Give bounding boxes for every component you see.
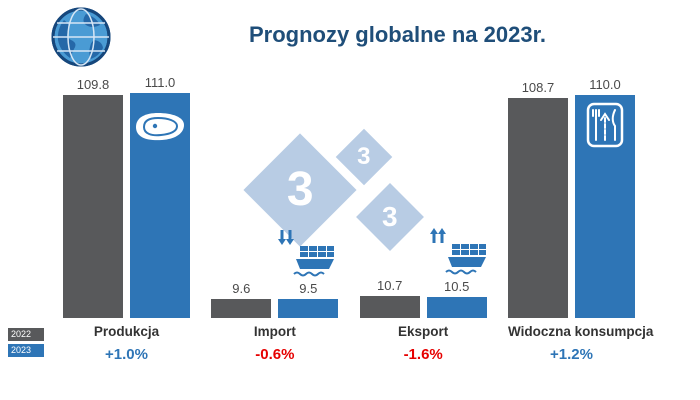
legend-item-2023: 2023 — [8, 344, 44, 357]
category-label-widoczna-konsumpcja: Widoczna konsumpcja — [507, 324, 654, 339]
value-label-2022-import: 9.6 — [232, 281, 251, 296]
steak-meat-icon — [136, 113, 184, 141]
value-label-2023-eksport: 10.5 — [444, 279, 470, 294]
value-label-2023-produkcja: 111.0 — [144, 75, 176, 90]
category-label-import: Import — [253, 324, 296, 339]
value-label-2023-widoczna-konsumpcja: 110.0 — [589, 77, 621, 92]
category-label-eksport: Eksport — [398, 324, 449, 339]
bar-2022-widoczna-konsumpcja — [507, 98, 568, 318]
value-label-2023-import: 9.5 — [299, 281, 318, 296]
bar-2023-eksport — [426, 297, 487, 318]
category-label-produkcja: Produkcja — [93, 324, 160, 339]
cargo-ship-up-arrows-icon — [430, 228, 486, 275]
change-label-eksport: -1.6% — [403, 346, 443, 363]
bar-2022-import — [211, 299, 272, 318]
change-label-produkcja: +1.0% — [105, 346, 148, 363]
bar-group-eksport: 10.7 10.5 Eksport -1.6% — [359, 278, 487, 363]
bar-group-import: 9.6 9.5 Import -0.6% — [211, 281, 339, 363]
bar-2022-produkcja — [63, 95, 123, 318]
change-label-widoczna-konsumpcja: +1.2% — [550, 346, 593, 363]
page-title: Prognozy globalne na 2023r. — [248, 22, 547, 47]
value-label-2022-produkcja: 109.8 — [76, 77, 110, 92]
cutlery-consumption-icon — [586, 102, 624, 148]
globe-icon — [51, 7, 111, 67]
bar-2022-eksport — [359, 296, 420, 318]
bar-group-widoczna-konsumpcja: 108.7 110.0 Widoczna konsumpcja +1.2% — [507, 77, 653, 363]
legend-item-2022: 2022 — [8, 328, 44, 341]
change-label-import: -0.6% — [255, 346, 295, 363]
cargo-ship-down-arrows-icon — [278, 230, 334, 277]
bar-2023-import — [278, 299, 339, 318]
value-label-2022-widoczna-konsumpcja: 108.7 — [521, 80, 555, 95]
value-label-2022-eksport: 10.7 — [377, 278, 403, 293]
chart-legend: 2022 2023 — [8, 328, 44, 357]
